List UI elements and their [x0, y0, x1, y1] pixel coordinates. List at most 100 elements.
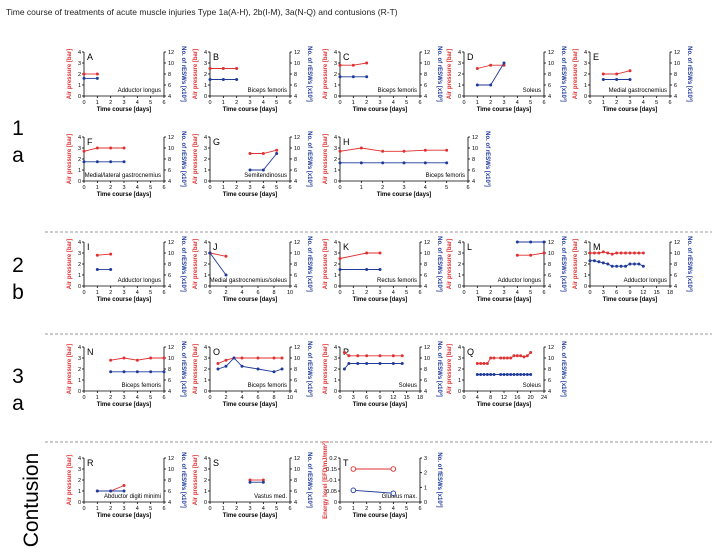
panel-muscle-name: Abductor digiti minimi	[104, 494, 161, 500]
y-right-axis-label: No. of rESWs [x10³]	[560, 236, 567, 292]
data-point-blue	[522, 373, 526, 376]
y-left-tick-label: 2	[334, 262, 337, 268]
x-tick-label: 3	[628, 100, 631, 106]
x-tick-label: 4	[136, 290, 139, 296]
panel-muscle-name: Biceps femoris	[378, 88, 417, 94]
x-axis-label: Time course [days]	[97, 402, 152, 408]
panel-letter: I	[87, 242, 90, 252]
data-point-blue	[615, 264, 619, 268]
x-tick-label: 20	[528, 395, 534, 401]
x-tick-label: 10	[287, 395, 293, 401]
x-tick-label: 6	[162, 185, 165, 191]
y-right-tick-label: 8	[168, 478, 171, 484]
y-left-tick-label: 4	[458, 50, 461, 56]
series-line-red	[339, 147, 447, 152]
x-tick-label: 6	[162, 506, 165, 512]
y-right-tick-label: 10	[168, 61, 174, 67]
data-point-red	[637, 251, 641, 255]
y-left-axis-label: Air pressure [bar]	[323, 239, 329, 289]
panel-muscle-name: Medial gastrocnemius/soleus	[210, 278, 287, 284]
y-right-tick-label: 12	[168, 240, 174, 246]
x-tick-label: 0	[588, 290, 591, 296]
data-point-red	[619, 251, 623, 255]
x-tick-label: 5	[149, 100, 152, 106]
data-point-blue	[338, 75, 342, 79]
y-right-tick-label: 8	[674, 72, 677, 78]
series-line-blue	[250, 153, 278, 171]
y-left-tick-label: 4	[334, 135, 337, 141]
data-point-blue	[95, 76, 99, 80]
y-left-tick-label: 1	[458, 273, 461, 279]
y-left-tick-label: 3	[334, 356, 337, 362]
data-point-red	[522, 355, 526, 359]
y-right-tick-label: 6	[294, 83, 297, 89]
x-tick-label: 6	[466, 185, 469, 191]
y-left-tick-label: 2	[334, 367, 337, 373]
x-tick-label: 4	[136, 395, 139, 401]
y-right-tick-label: 12	[548, 240, 554, 246]
y-right-tick-label: 12	[674, 240, 680, 246]
panel-letter: L	[467, 242, 472, 252]
y-right-tick-label: 4	[168, 284, 171, 290]
data-point-red	[492, 356, 496, 360]
y-left-axis-label: Air pressure [bar]	[67, 49, 73, 99]
y-right-axis-label: No. of rESWs [x10³]	[180, 452, 187, 508]
data-point-red	[588, 251, 592, 255]
data-point-red	[502, 356, 506, 360]
y-right-tick-label: 4	[294, 500, 297, 506]
data-point-blue	[400, 362, 404, 365]
data-point-red	[109, 146, 113, 150]
y-right-tick-label: 10	[294, 356, 300, 362]
x-tick-label: 3	[122, 290, 125, 296]
data-point-red	[82, 149, 86, 153]
data-point-red	[342, 351, 346, 354]
y-right-axis-label: No. of rESWs [x10³]	[560, 341, 567, 397]
y-right-tick-label: 10	[674, 61, 680, 67]
x-tick-label: 3	[352, 395, 355, 401]
data-point-red	[95, 72, 99, 76]
panel-letter: P	[343, 347, 349, 357]
y-left-tick-label: 0	[204, 94, 207, 100]
x-tick-label: 2	[365, 290, 368, 296]
group-label-line: 1	[12, 117, 24, 140]
y-left-tick-label: 4	[78, 135, 81, 141]
data-point-red	[365, 61, 369, 65]
data-point-red	[391, 354, 395, 358]
y-right-tick-label: 8	[294, 157, 297, 163]
group-label-g2: 2b	[12, 254, 24, 304]
data-point-blue	[628, 78, 632, 81]
data-point-red	[542, 251, 546, 255]
x-tick-label: 2	[615, 100, 618, 106]
x-tick-label: 0	[338, 290, 341, 296]
panel-letter: F	[87, 137, 93, 147]
y-right-tick-label: 12	[424, 345, 430, 351]
y-right-tick-label: 12	[168, 456, 174, 462]
page-title: Time course of treatments of acute muscl…	[6, 7, 398, 17]
data-point-red	[122, 356, 126, 360]
data-point-red	[95, 253, 99, 257]
data-point-red	[632, 251, 636, 255]
x-tick-label: 3	[602, 290, 605, 296]
y-right-tick-label: 10	[424, 356, 430, 362]
y-right-tick-label: 8	[294, 72, 297, 78]
data-point-blue	[391, 362, 395, 365]
data-point-blue	[272, 370, 276, 374]
data-point-blue	[624, 264, 628, 268]
data-point-blue	[342, 367, 346, 371]
data-point-red	[499, 356, 503, 360]
data-point-blue	[632, 262, 636, 266]
y-left-tick-label: 4	[334, 50, 337, 56]
y-left-tick-label: 1	[204, 168, 207, 174]
data-point-red	[272, 356, 276, 360]
data-point-blue	[365, 362, 369, 365]
data-point-blue	[356, 362, 360, 365]
data-point-red	[224, 254, 228, 258]
y-left-tick-label: 0	[204, 284, 207, 290]
x-tick-label: 15	[654, 290, 660, 296]
x-axis-label: Time course [days]	[97, 297, 152, 303]
data-point-red	[162, 356, 166, 360]
panel-muscle-name: Semitendinosus	[244, 173, 287, 179]
x-tick-label: 6	[615, 290, 618, 296]
